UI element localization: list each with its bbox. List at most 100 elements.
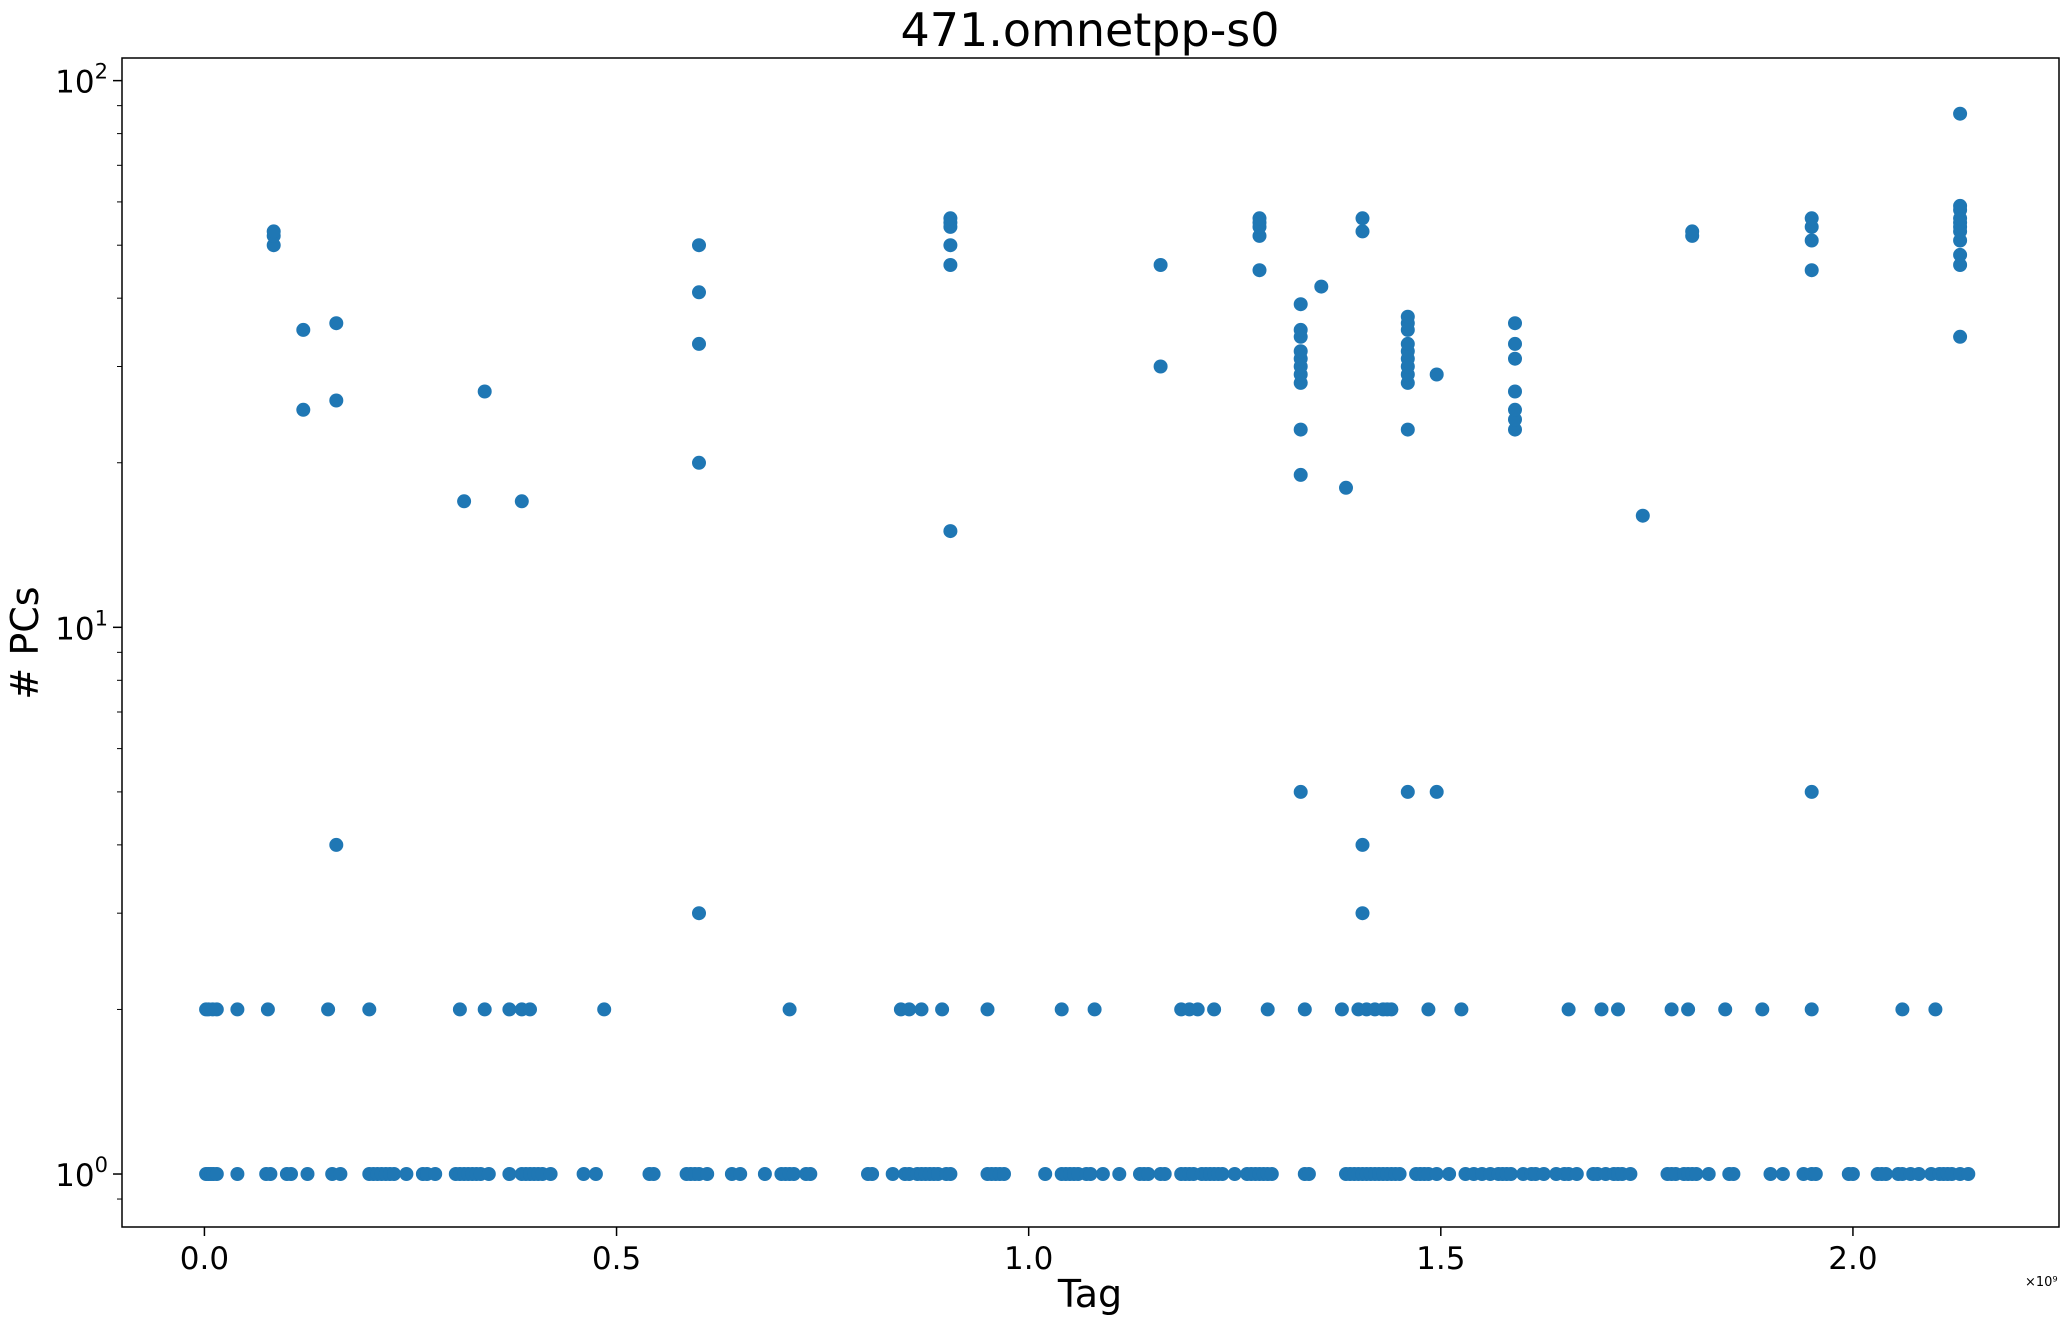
data-point [700, 1167, 715, 1181]
data-point [1429, 367, 1444, 382]
data-point [387, 1167, 401, 1181]
data-point [997, 1167, 1011, 1181]
data-point [1301, 1167, 1316, 1181]
data-point [1508, 402, 1522, 417]
data-point [266, 224, 281, 239]
data-point [1953, 106, 1968, 121]
x-tick-label: 1.0 [1004, 1241, 1053, 1277]
data-point [1400, 784, 1415, 799]
x-tick-label: 2.0 [1828, 1241, 1877, 1277]
data-point [1508, 412, 1522, 427]
data-point [1400, 336, 1415, 351]
data-point [692, 455, 706, 470]
data-point [428, 1167, 443, 1181]
data-point [1421, 1002, 1436, 1017]
data-point [362, 1002, 377, 1017]
data-point [209, 1002, 224, 1017]
data-point [733, 1167, 748, 1181]
data-point [902, 1002, 917, 1017]
data-point [1293, 297, 1308, 312]
data-point [1083, 1167, 1098, 1181]
data-point [1623, 1167, 1638, 1181]
data-point [1215, 1167, 1230, 1181]
data-point [1961, 1167, 1976, 1181]
data-point [692, 285, 706, 300]
data-point [477, 384, 492, 399]
data-point [284, 1167, 298, 1181]
data-point [914, 1002, 929, 1017]
data-point [1095, 1167, 1110, 1181]
data-point [1664, 1002, 1679, 1017]
data-point [329, 393, 344, 408]
data-point [1701, 1167, 1716, 1181]
data-point [230, 1002, 245, 1017]
data-point [943, 524, 958, 539]
data-point [1339, 480, 1353, 495]
data-point [1726, 1167, 1741, 1181]
data-point [1508, 336, 1522, 351]
x-tick-label: 1.5 [1416, 1241, 1465, 1277]
data-point [1227, 1167, 1242, 1181]
data-point [1293, 467, 1308, 482]
data-point [1297, 1002, 1312, 1017]
data-point [1293, 422, 1308, 437]
data-point [943, 211, 958, 226]
data-point [757, 1167, 772, 1181]
data-point [1400, 422, 1415, 437]
y-tick-label: 100 [55, 1153, 108, 1194]
scatter-points [199, 106, 1976, 1181]
data-point [1293, 784, 1308, 799]
data-point [646, 1167, 661, 1181]
x-tick-label: 0.5 [592, 1241, 641, 1277]
data-point [1252, 211, 1267, 226]
data-point [943, 238, 958, 253]
data-point [1804, 1002, 1819, 1017]
data-point [329, 316, 344, 331]
data-point [502, 1002, 517, 1017]
data-point [1681, 1002, 1696, 1017]
data-point [477, 1002, 492, 1017]
data-point [865, 1167, 880, 1181]
y-tick-label: 102 [55, 60, 108, 101]
data-point [1611, 1002, 1625, 1017]
data-point [1355, 211, 1370, 226]
data-point [329, 837, 344, 852]
data-point [1252, 263, 1267, 278]
data-point [481, 1167, 496, 1181]
data-point [230, 1167, 245, 1181]
data-point [1755, 1002, 1770, 1017]
data-point [1153, 258, 1168, 272]
data-point [588, 1167, 603, 1181]
data-point [692, 906, 706, 921]
data-point [1718, 1002, 1733, 1017]
data-point [1260, 1002, 1275, 1017]
data-point [263, 1167, 278, 1181]
data-point [1508, 316, 1522, 331]
y-tick-label: 101 [55, 606, 108, 647]
data-point [1569, 1167, 1584, 1181]
data-point [1334, 1002, 1349, 1017]
y-axis-label: # PCs [3, 586, 47, 699]
data-point [502, 1167, 517, 1181]
data-point [1808, 1167, 1823, 1181]
data-point [260, 1002, 275, 1017]
data-point [782, 1002, 797, 1017]
data-point [1775, 1167, 1790, 1181]
data-point [1953, 258, 1968, 272]
data-point [935, 1002, 950, 1017]
data-point [1878, 1167, 1893, 1181]
data-point [1503, 1167, 1518, 1181]
data-point [1895, 1002, 1910, 1017]
data-point [1392, 1167, 1407, 1181]
data-point [786, 1167, 801, 1181]
data-point [300, 1167, 315, 1181]
data-point [1953, 198, 1968, 213]
data-point [1804, 233, 1819, 248]
data-point [1355, 906, 1370, 921]
data-point [1953, 329, 1968, 344]
data-point [1454, 1002, 1469, 1017]
data-point [1911, 1167, 1926, 1181]
data-point [1508, 422, 1522, 437]
